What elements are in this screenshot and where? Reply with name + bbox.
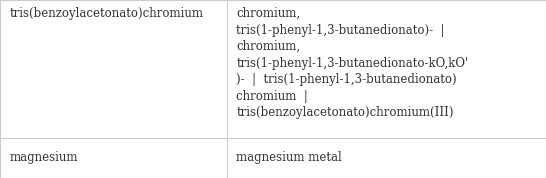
Text: magnesium: magnesium bbox=[10, 151, 78, 164]
Text: chromium,
tris(1-phenyl-1,3-butanedionato)-  |
chromium,
tris(1-phenyl-1,3-butan: chromium, tris(1-phenyl-1,3-butanedionat… bbox=[236, 7, 468, 119]
Text: magnesium metal: magnesium metal bbox=[236, 151, 342, 164]
Text: tris(benzoylacetonato)chromium: tris(benzoylacetonato)chromium bbox=[10, 7, 204, 20]
